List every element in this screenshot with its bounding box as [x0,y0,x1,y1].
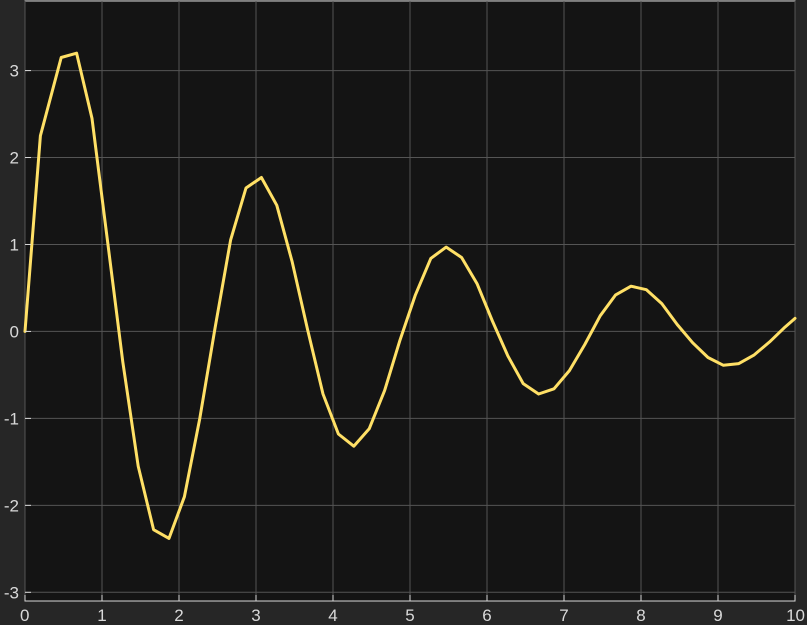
x-tick-label: 3 [251,606,260,625]
series-group [23,51,797,540]
x-tick-label: 4 [328,606,337,625]
series-line [23,51,797,540]
y-tick-label: 1 [10,235,19,254]
y-tick-label: -3 [4,583,19,602]
x-tick-label: 5 [405,606,414,625]
y-axis-ticks: -3 -2 -1 0 1 2 3 [4,62,31,602]
x-tick-label: 10 [786,606,805,625]
y-tick-label: 0 [10,322,19,341]
y-tick-label: 2 [10,149,19,168]
grid [24,1,796,601]
x-tick-label: 7 [559,606,568,625]
y-tick-label: -2 [4,496,19,515]
x-tick-label: 0 [20,606,29,625]
y-tick-label: 3 [10,62,19,81]
x-axis-ticks: 0 1 2 3 4 5 6 7 8 9 10 [20,595,805,625]
x-tick-label: 2 [174,606,183,625]
x-tick-label: 6 [482,606,491,625]
y-tick-label: -1 [4,409,19,428]
x-tick-label: 1 [97,606,106,625]
x-tick-label: 9 [713,606,722,625]
x-tick-label: 8 [636,606,645,625]
